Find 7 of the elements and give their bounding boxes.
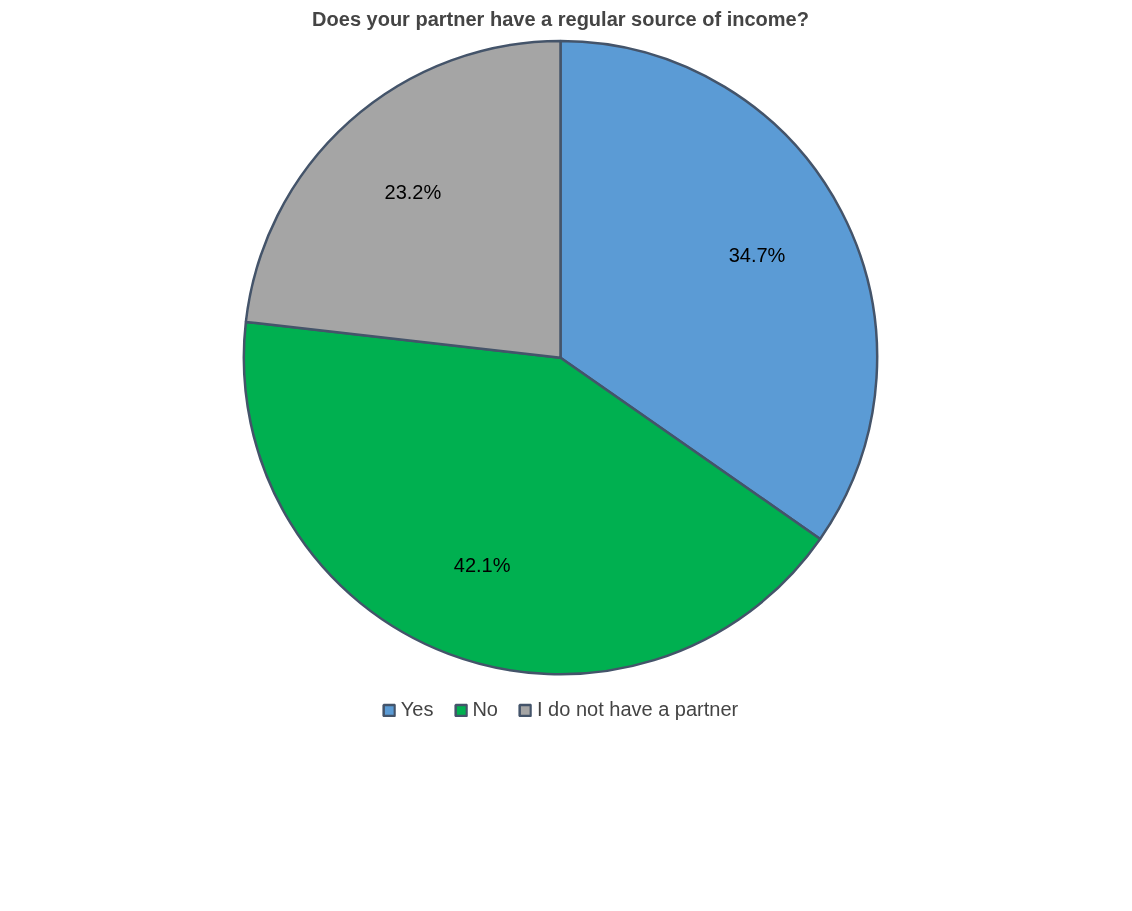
legend-label: No xyxy=(472,698,498,721)
legend-label: I do not have a partner xyxy=(536,698,739,721)
data-label: 34.7% xyxy=(728,244,786,267)
data-label: 23.2% xyxy=(384,181,442,204)
chart-title: Does your partner have a regular source of income? xyxy=(312,7,809,30)
legend-label: Yes xyxy=(400,698,434,721)
data-label: 42.1% xyxy=(453,554,511,577)
